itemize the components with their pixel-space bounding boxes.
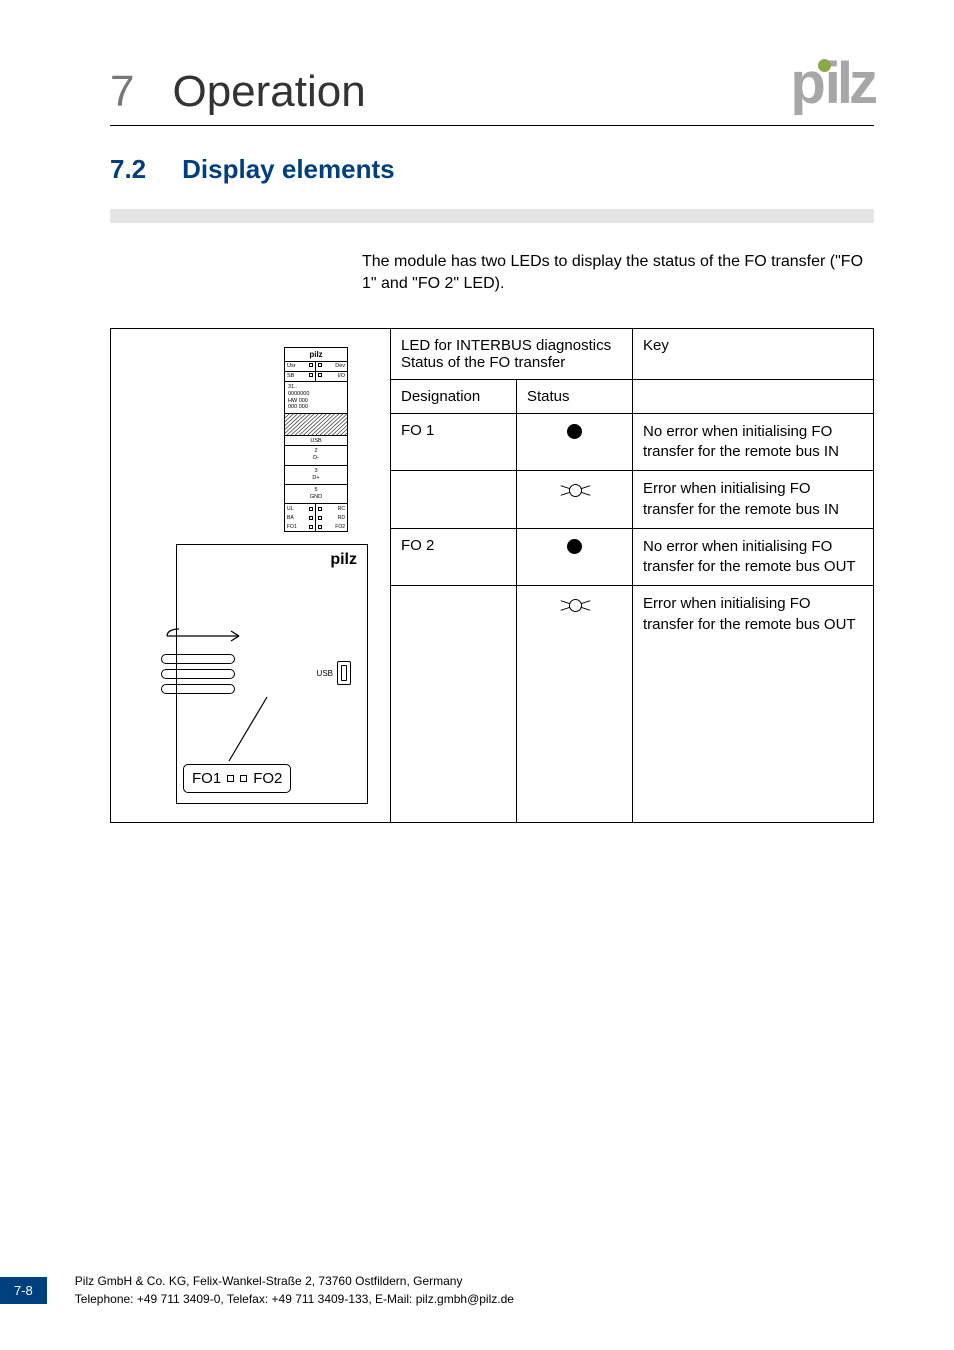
cell-status: [517, 414, 633, 471]
label-dev: Dev: [335, 363, 345, 369]
led-on-icon: [567, 424, 582, 439]
arrow-icon: [163, 625, 253, 647]
label-sb: SB: [287, 373, 294, 379]
chapter-number: 7: [110, 67, 134, 117]
cell-designation: [391, 471, 517, 528]
terminal-2: 2 D-: [285, 445, 347, 464]
terminal-3: 3 D+: [285, 465, 347, 484]
section-title: Display elements: [182, 154, 394, 185]
led-fo2-label: FO2: [335, 524, 345, 530]
fo-callout: FO1 FO2: [183, 764, 291, 793]
logo-text: p: [790, 50, 821, 117]
fo2-label: FO2: [253, 770, 282, 787]
footer-line1: Pilz GmbH & Co. KG, Felix-Wankel-Straße …: [75, 1273, 514, 1290]
pilz-logo: p ilz: [790, 50, 874, 117]
chapter-title: Operation: [172, 67, 365, 117]
section-heading: 7.2 Display elements: [110, 154, 874, 185]
callout-line-icon: [223, 687, 283, 767]
led-icon: [309, 525, 313, 529]
led-square-icon: [240, 775, 247, 782]
led-off-icon: [560, 596, 590, 614]
led-ba-label: BA: [287, 515, 294, 521]
device-diagram: pilz Usr Dev SB I/O 31.. 0000000 HW 000 …: [111, 329, 391, 822]
table-row: Error when initialising FO transfer for …: [391, 586, 873, 822]
device-top-module: pilz Usr Dev SB I/O 31.. 0000000 HW 000 …: [284, 347, 348, 532]
address-block: 31.. 0000000 HW 000 000 000: [285, 382, 347, 414]
table-body: FO 1 No error when initialising FO trans…: [391, 414, 873, 822]
page-header: 7 Operation p ilz: [110, 50, 874, 126]
device-bottom-module: pilz USB: [176, 544, 368, 804]
logo-text: ilz: [825, 50, 874, 117]
terminal-5: 5 GND: [285, 484, 347, 503]
cell-key: No error when initialising FO transfer f…: [633, 414, 873, 471]
device-bottom-logo: pilz: [330, 551, 357, 569]
cell-status: [517, 529, 633, 586]
led-icon: [309, 516, 313, 520]
table-row: FO 2 No error when initialising FO trans…: [391, 529, 873, 587]
cell-designation: [391, 586, 517, 822]
table-subheader-row: Designation Status: [391, 380, 873, 414]
header-key: Key: [633, 329, 873, 379]
footer-line2: Telephone: +49 711 3409-0, Telefax: +49 …: [75, 1291, 514, 1308]
led-square-icon: [227, 775, 234, 782]
led-icon: [318, 525, 322, 529]
table-row: FO 1 No error when initialising FO trans…: [391, 414, 873, 472]
slot-icon: [161, 669, 235, 679]
slot-icon: [161, 654, 235, 664]
cell-designation: FO 2: [391, 529, 517, 586]
logo-dot-icon: [818, 59, 831, 72]
page: 7 Operation p ilz 7.2 Display elements T…: [0, 0, 954, 1350]
led-icon: [318, 363, 322, 367]
content-container: pilz Usr Dev SB I/O 31.. 0000000 HW 000 …: [110, 328, 874, 823]
led-off-icon: [560, 481, 590, 499]
usb-label: USB: [317, 669, 333, 678]
cell-key: Error when initialising FO transfer for …: [633, 586, 873, 822]
usb-connector-icon: [337, 661, 351, 685]
footer-text: Pilz GmbH & Co. KG, Felix-Wankel-Straße …: [75, 1273, 514, 1308]
led-table: LED for INTERBUS diagnostics Status of t…: [391, 329, 873, 822]
page-footer: 7-8 Pilz GmbH & Co. KG, Felix-Wankel-Str…: [0, 1273, 514, 1308]
table-row: Error when initialising FO transfer for …: [391, 471, 873, 529]
led-ul-label: UL: [287, 506, 293, 512]
subheader-key-empty: [633, 380, 873, 413]
led-icon: [318, 507, 322, 511]
device-top-logo: pilz: [285, 348, 347, 362]
led-on-icon: [567, 539, 582, 554]
led-rd-label: RD: [338, 515, 345, 521]
led-icon: [309, 363, 313, 367]
cell-status: [517, 586, 633, 822]
section-number: 7.2: [110, 154, 146, 185]
header-merged: LED for INTERBUS diagnostics Status of t…: [391, 329, 633, 379]
label-usr: Usr: [287, 363, 296, 369]
subheader-designation: Designation: [391, 380, 517, 413]
table-header-row: LED for INTERBUS diagnostics Status of t…: [391, 329, 873, 380]
fo1-label: FO1: [192, 770, 221, 787]
led-icon: [318, 516, 322, 520]
cell-key: No error when initialising FO transfer f…: [633, 529, 873, 586]
divider-bar: [110, 209, 874, 223]
page-number-badge: 7-8: [0, 1277, 47, 1304]
led-icon: [309, 507, 313, 511]
intro-paragraph: The module has two LEDs to display the s…: [362, 251, 874, 296]
label-io: I/O: [338, 373, 345, 379]
usb-port: USB: [317, 661, 351, 685]
led-fo1-label: FO1: [287, 524, 297, 530]
subheader-status: Status: [517, 380, 633, 413]
cell-status: [517, 471, 633, 528]
usb-small-label: USB: [285, 435, 347, 445]
hatch-pattern-icon: [285, 413, 347, 435]
cell-key: Error when initialising FO transfer for …: [633, 471, 873, 528]
led-rc-label: RC: [338, 506, 345, 512]
led-icon: [318, 373, 322, 377]
header-left: 7 Operation: [110, 67, 366, 117]
cell-designation: FO 1: [391, 414, 517, 471]
led-icon: [309, 373, 313, 377]
